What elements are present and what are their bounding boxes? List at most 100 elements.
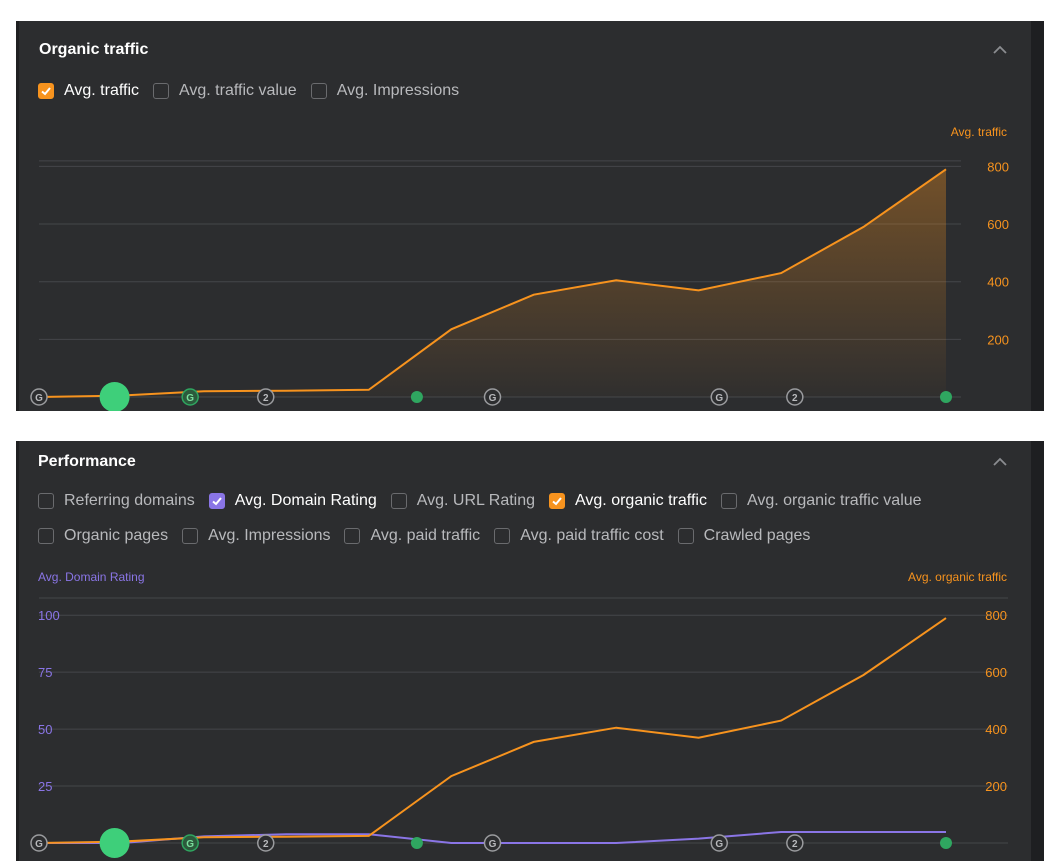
checkbox-unchecked-icon (720, 493, 737, 509)
google-update-icon: G (30, 388, 48, 406)
metric-checkbox-row-2: Organic pages Avg. Impressions Avg. paid… (38, 527, 824, 545)
checkbox-unchecked-icon (153, 83, 169, 99)
panel-title: Performance (38, 453, 136, 470)
annotation-label: 2 (263, 839, 269, 850)
checkbox-label: Avg. paid traffic cost (520, 527, 664, 544)
google-update-icon: G (710, 388, 728, 406)
annotation-circle (30, 834, 48, 852)
google-update-icon: G (181, 834, 199, 852)
annotation-label: G (715, 393, 723, 404)
annotation-label: 2 (792, 839, 798, 850)
checkbox-label: Avg. Impressions (208, 527, 331, 544)
checkbox-checked-icon (549, 493, 566, 509)
checkbox-unchecked-icon (310, 83, 327, 99)
checkbox-label: Avg. paid traffic (370, 527, 481, 544)
annotation-dot (410, 837, 423, 849)
series-area-avg-traffic (39, 169, 946, 397)
annotation-circle (30, 388, 48, 406)
y-left-tick-label: 50 (38, 722, 52, 737)
annotation-circle (786, 834, 804, 852)
collapse-chevron-icon[interactable] (990, 39, 1010, 59)
checkbox-avg-organic-traffic-value[interactable]: Avg. organic traffic value (720, 492, 922, 510)
checkbox-avg-organic-traffic[interactable]: Avg. organic traffic (549, 492, 707, 510)
checkbox-label: Referring domains (64, 492, 195, 509)
right-axis-title: Avg. traffic (950, 125, 1007, 139)
checkbox-unchecked-icon (38, 493, 54, 509)
annotation-circle (483, 388, 502, 406)
y-tick-label: 800 (987, 159, 1009, 174)
checkbox-label: Crawled pages (703, 527, 811, 544)
metric-checkbox-row: Avg. traffic Avg. traffic value Avg. Imp… (38, 82, 473, 100)
checkbox-avg-paid-traffic[interactable]: Avg. paid traffic (344, 527, 480, 545)
checkbox-avg-impressions[interactable]: Avg. Impressions (182, 527, 330, 545)
scrollbar-track[interactable] (1031, 21, 1044, 411)
annotation-label: G (186, 839, 194, 850)
scrollbar-track[interactable] (1031, 441, 1044, 861)
checkbox-unchecked-icon (677, 528, 694, 544)
y-right-tick-label: 400 (985, 722, 1007, 737)
panel-title: Organic traffic (39, 41, 149, 58)
checkbox-avg-domain-rating[interactable]: Avg. Domain Rating (208, 492, 377, 510)
y-right-tick-label: 800 (985, 608, 1007, 623)
performance-chart[interactable]: 200 400 600 800 25 50 75 100 G G 2 G G 2 (16, 441, 1044, 861)
checkbox-label: Avg. organic traffic value (746, 492, 922, 509)
checkbox-label: Avg. traffic (64, 82, 139, 99)
annotation-circle (483, 834, 502, 852)
y-right-tick-label: 200 (985, 779, 1007, 794)
collapse-chevron-icon[interactable] (990, 451, 1010, 471)
annotation-circle (710, 834, 728, 852)
checkbox-referring-domains[interactable]: Referring domains (38, 492, 195, 510)
annotation-dot (940, 837, 952, 849)
annotation-count-icon: 2 (257, 834, 275, 852)
organic-traffic-panel: Organic traffic Avg. traffic Avg. traffi… (16, 21, 1044, 411)
annotation-label: 2 (792, 393, 798, 404)
checkbox-unchecked-icon (494, 528, 511, 544)
checkbox-label: Avg. Impressions (336, 82, 460, 99)
checkbox-label: Avg. traffic value (179, 82, 297, 99)
checkbox-unchecked-icon (182, 528, 199, 544)
google-update-icon: G (483, 388, 502, 406)
annotation-large-dot (99, 382, 130, 411)
annotation-circle (710, 388, 728, 406)
y-tick-label: 200 (987, 332, 1009, 347)
annotation-label: G (489, 839, 497, 850)
annotation-dot (410, 391, 423, 403)
checkbox-label: Avg. URL Rating (416, 492, 536, 509)
google-update-icon: G (483, 834, 502, 852)
checkbox-unchecked-icon (344, 528, 361, 544)
checkbox-label: Organic pages (64, 527, 169, 544)
annotation-circle (181, 388, 199, 406)
y-left-tick-label: 75 (38, 665, 52, 680)
annotation-label: G (489, 393, 497, 404)
google-update-icon: G (181, 388, 199, 406)
annotation-label: 2 (263, 393, 269, 404)
series-line-avg-organic-traffic (38, 617, 947, 844)
annotation-label: G (186, 393, 194, 404)
checkbox-avg-traffic-value[interactable]: Avg. traffic value (153, 82, 297, 100)
checkbox-crawled-pages[interactable]: Crawled pages (677, 527, 811, 545)
y-left-tick-label: 100 (38, 608, 60, 623)
annotation-label: G (35, 839, 43, 850)
annotation-count-icon: 2 (786, 834, 804, 852)
annotation-label: G (715, 839, 723, 850)
checkbox-organic-pages[interactable]: Organic pages (38, 527, 168, 545)
checkbox-label: Avg. organic traffic (575, 492, 707, 509)
metric-checkbox-row-1: Referring domains Avg. Domain Rating Avg… (38, 492, 936, 510)
google-update-icon: G (30, 834, 48, 852)
checkbox-unchecked-icon (390, 493, 407, 509)
checkbox-unchecked-icon (38, 528, 54, 544)
annotation-circle (786, 388, 804, 406)
checkbox-avg-impressions[interactable]: Avg. Impressions (310, 82, 460, 100)
checkbox-avg-traffic[interactable]: Avg. traffic (38, 82, 139, 100)
performance-panel: Performance Referring domains Avg. Domai… (16, 441, 1044, 861)
annotation-circle (257, 834, 275, 852)
organic-traffic-chart[interactable]: 200 400 600 800 G G 2 G G 2 (16, 21, 1044, 411)
annotation-count-icon: 2 (786, 388, 804, 406)
y-tick-label: 400 (987, 275, 1009, 290)
checkbox-avg-url-rating[interactable]: Avg. URL Rating (390, 492, 536, 510)
checkbox-avg-paid-traffic-cost[interactable]: Avg. paid traffic cost (494, 527, 664, 545)
left-axis-title: Avg. Domain Rating (38, 570, 145, 584)
annotation-large-dot (99, 828, 130, 858)
annotation-circle (181, 834, 199, 852)
annotation-dot (940, 391, 952, 403)
